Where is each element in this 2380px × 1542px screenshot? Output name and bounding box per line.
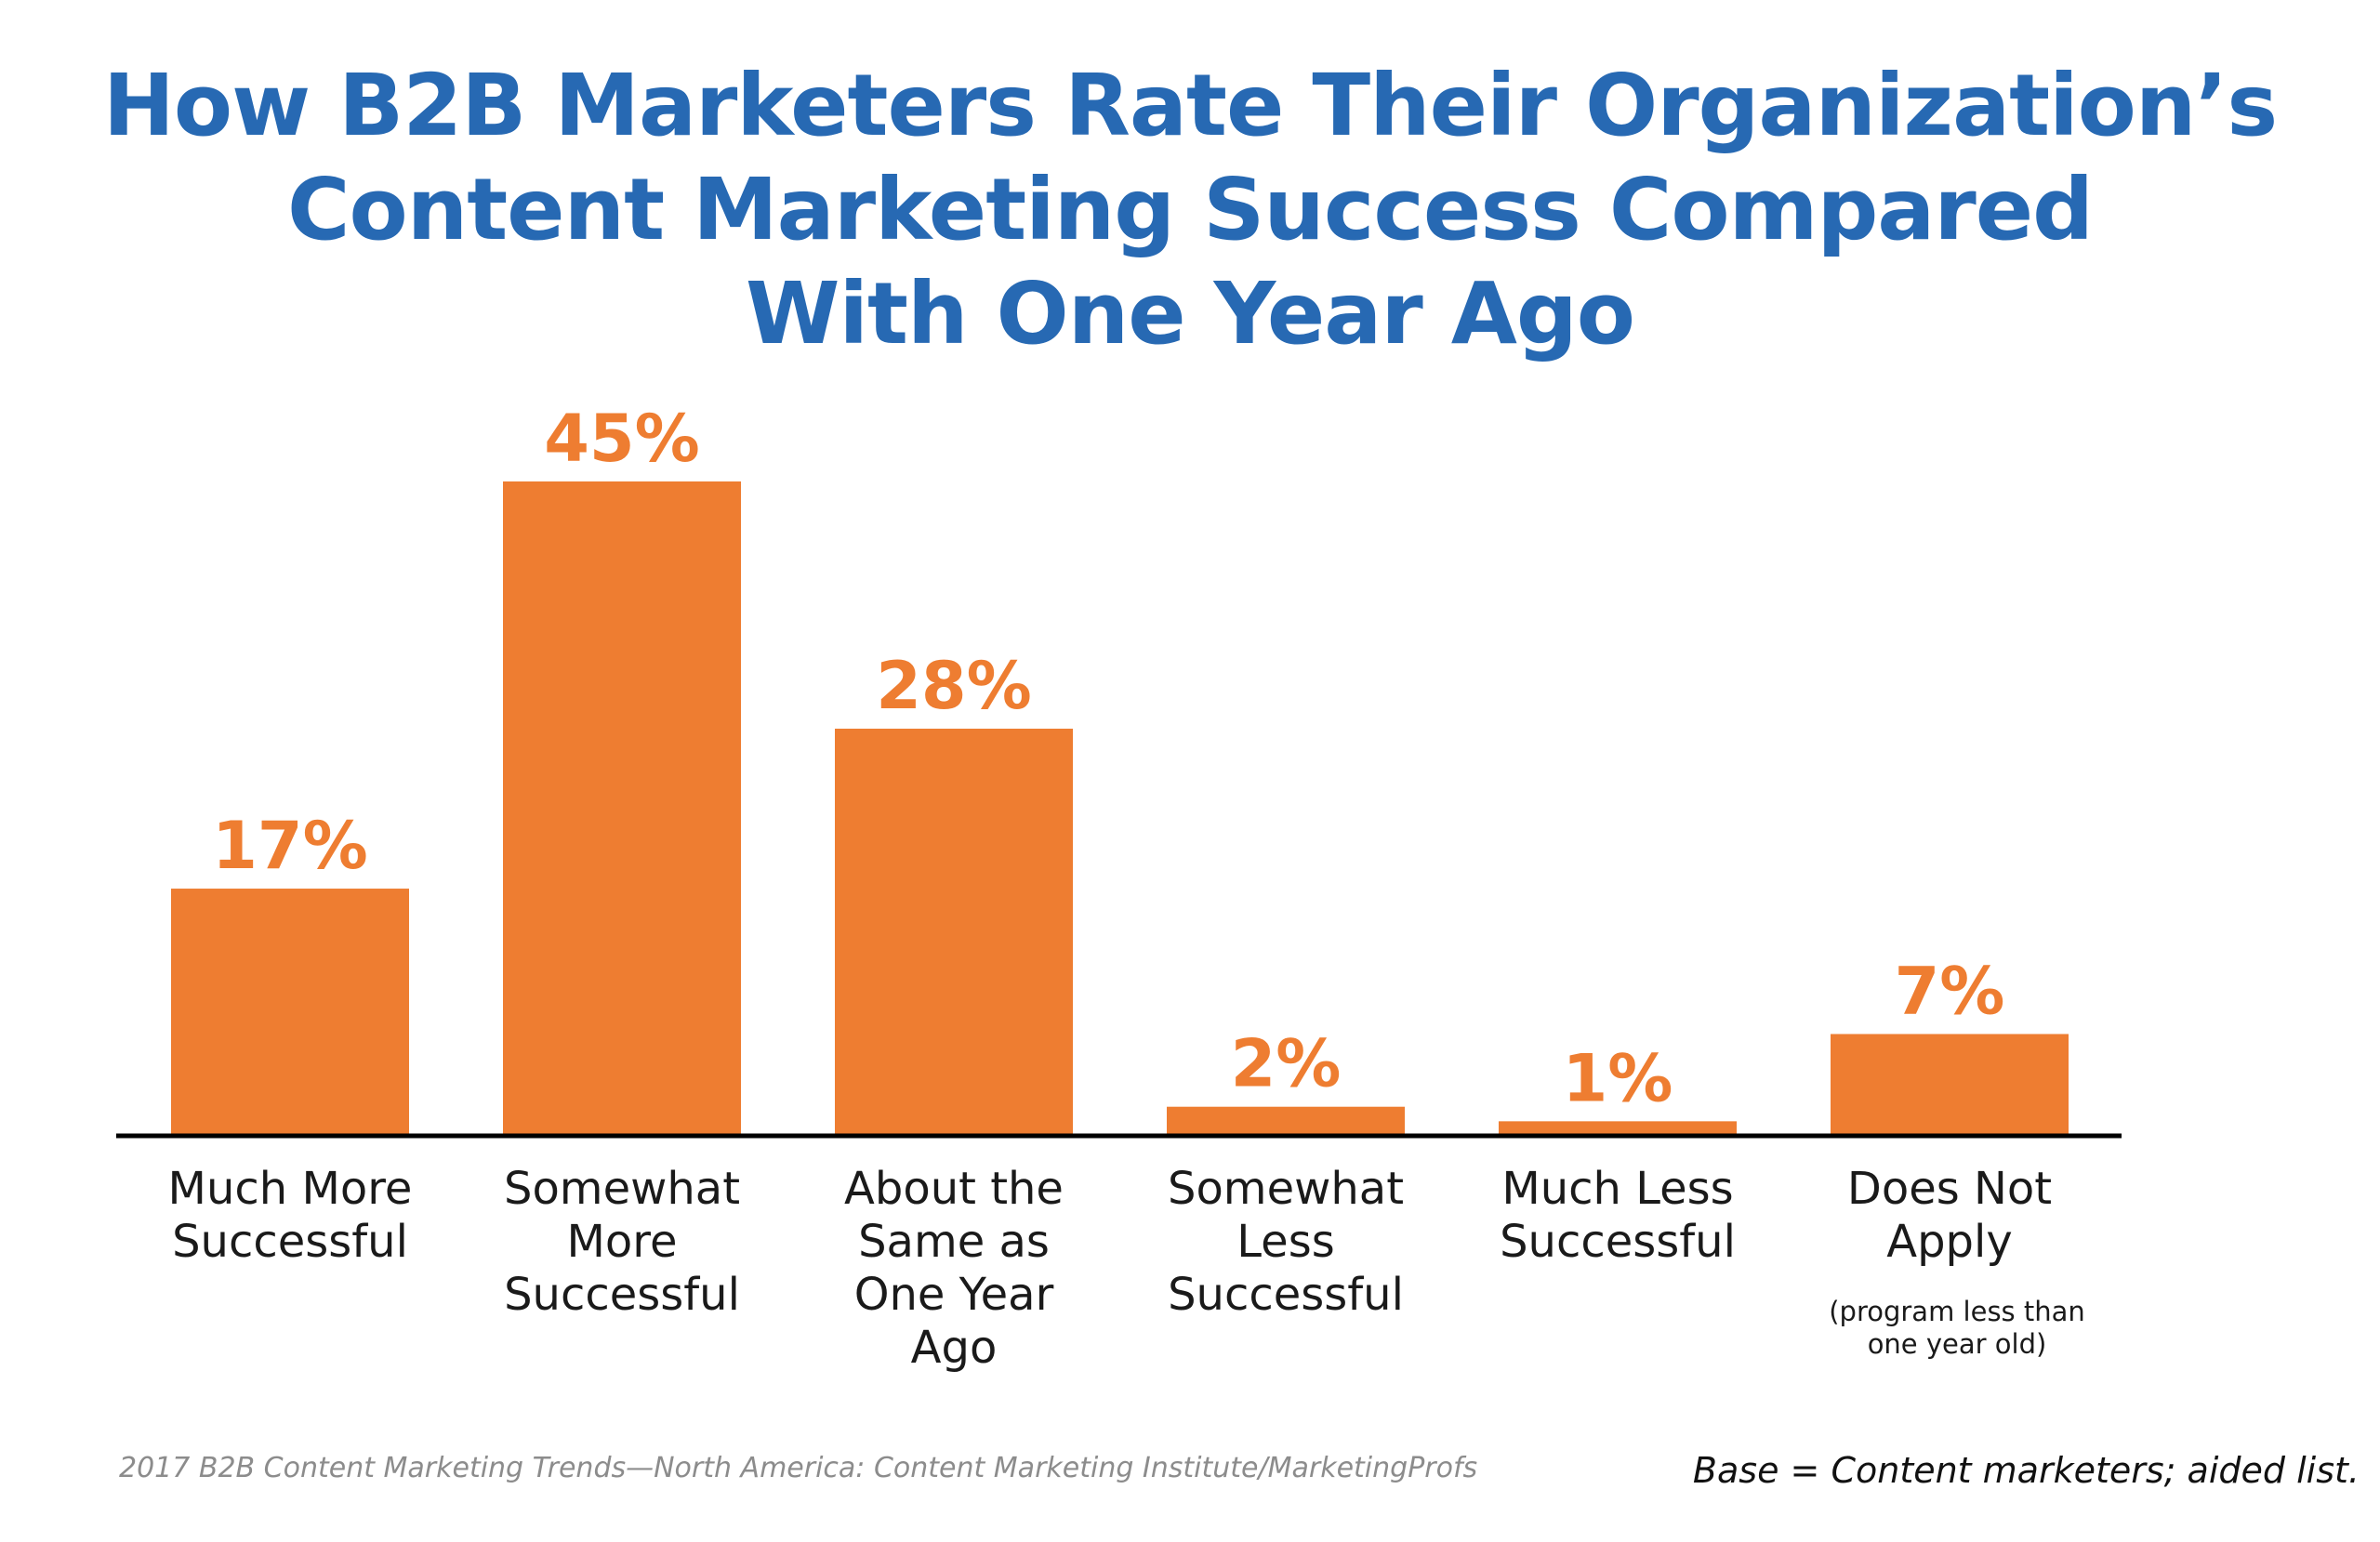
bar-somewhat-less-successful (1167, 1106, 1405, 1136)
labels-layer: 17% Much More Successful 45% Somewhat More Suc… (168, 401, 2085, 1374)
data-label-much-more-successful: 17% (212, 808, 368, 884)
chart-title-line-2: Content Marketing Success Compared (286, 160, 2094, 259)
chart-title-line-1: How B2B Marketers Rate Their Organizatio… (102, 56, 2278, 155)
bar-much-less-successful (1499, 1121, 1737, 1136)
bar-does-not-apply (1831, 1034, 2069, 1136)
chart-title-line-3: With One Year Ago (746, 264, 1635, 363)
bars-layer (171, 481, 2069, 1136)
category-label-about-the-same-as-one-year-ago: About the Same as One Year Ago (844, 1163, 1064, 1374)
category-note-does-not-apply: (program less than one year old) (1829, 1296, 2085, 1360)
data-label-does-not-apply: 7% (1895, 953, 2005, 1029)
data-label-somewhat-less-successful: 2% (1231, 1026, 1342, 1102)
category-label-much-less-successful: Much Less Successful (1500, 1163, 1736, 1268)
category-label-somewhat-more-successful: Somewhat More Successful (504, 1163, 740, 1321)
base-note: Base = Content marketers; aided list. (1692, 1450, 2360, 1491)
category-label-much-more-successful: Much More Successful (168, 1163, 413, 1268)
category-label-does-not-apply: Does Not Apply (1847, 1163, 2052, 1268)
bar-somewhat-more-successful (503, 481, 741, 1136)
chart-title: How B2B Marketers Rate Their Organizatio… (0, 54, 2380, 366)
category-label-somewhat-less-successful: Somewhat Less Successful (1168, 1163, 1404, 1321)
data-label-much-less-successful: 1% (1563, 1040, 1673, 1116)
data-label-about-the-same-as-one-year-ago: 28% (876, 648, 1032, 724)
source-note: 2017 B2B Content Marketing Trends—North … (119, 1452, 1478, 1484)
bar-about-the-same-as-one-year-ago (835, 728, 1073, 1136)
data-label-somewhat-more-successful: 45% (544, 401, 700, 477)
bar-much-more-successful (171, 889, 409, 1136)
